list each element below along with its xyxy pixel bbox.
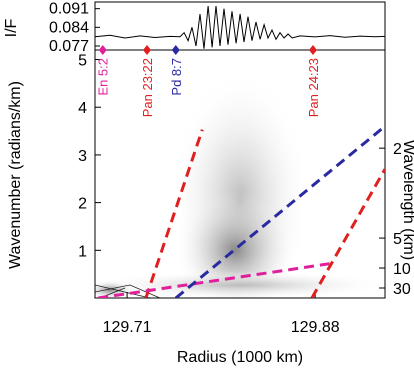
resonance-line bbox=[144, 129, 204, 298]
x-tick-label: 129.71 bbox=[103, 319, 152, 336]
y2-tick-label: 10 bbox=[393, 261, 411, 278]
wavelet-background bbox=[95, 70, 385, 298]
y-tick-label: 3 bbox=[78, 148, 87, 165]
resonance-marker bbox=[143, 45, 152, 55]
resonance-line bbox=[310, 168, 385, 298]
resonance-label: Pan 23:22 bbox=[140, 58, 155, 117]
resonance-label: En 5:2 bbox=[96, 58, 111, 96]
y-tick-label: 5 bbox=[78, 53, 87, 70]
y-tick-label: 2 bbox=[78, 196, 87, 213]
y-tick-label: 4 bbox=[78, 100, 87, 117]
profile-line bbox=[94, 5, 386, 49]
y2-tick-label: 5 bbox=[393, 231, 402, 248]
y-tick-label: 0.077 bbox=[49, 38, 89, 55]
y2-label: Wavelength (km) bbox=[400, 140, 414, 260]
y2-tick-label: 2 bbox=[393, 141, 402, 158]
resonance-line bbox=[174, 125, 385, 298]
resonance-marker bbox=[171, 45, 180, 55]
y2-tick-label: 30 bbox=[393, 281, 411, 298]
x-tick-label: 129.88 bbox=[291, 319, 340, 336]
top-y-label: I/F bbox=[3, 18, 20, 37]
resonance-label: Pan 24:23 bbox=[306, 58, 321, 117]
resonance-line bbox=[98, 262, 330, 298]
y-tick-label: 0.084 bbox=[49, 19, 89, 36]
resonance-marker bbox=[98, 45, 107, 55]
top-frame bbox=[94, 1, 386, 51]
resonance-marker bbox=[308, 45, 317, 55]
main-frame bbox=[94, 49, 386, 299]
resonance-label: Pd 8:7 bbox=[169, 58, 184, 96]
y-tick-label: 0.091 bbox=[49, 1, 89, 18]
y-label: Wavenumber (radians/km) bbox=[7, 81, 24, 269]
y-tick-label: 1 bbox=[78, 243, 87, 260]
x-label: Radius (1000 km) bbox=[177, 349, 303, 366]
